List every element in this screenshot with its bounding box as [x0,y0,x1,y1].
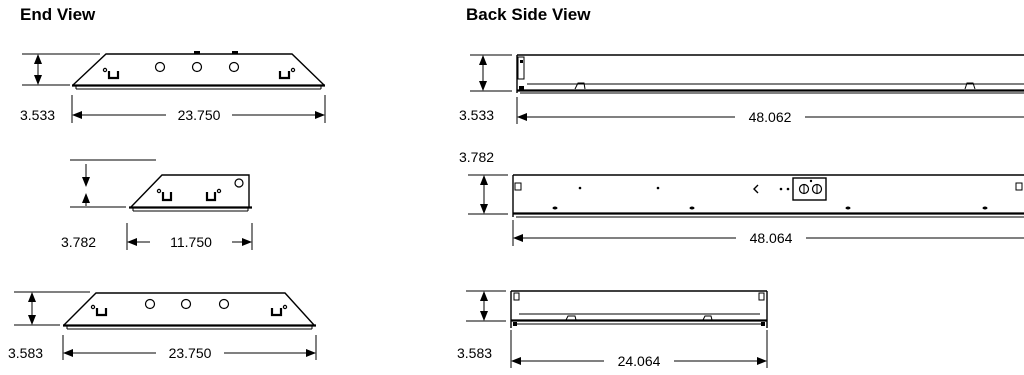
end-bot-width-label: 23.750 [169,345,212,361]
end-bot-height-label: 3.583 [8,345,43,361]
back-top-width-label: 48.062 [749,109,792,125]
back-top-height-dimension [470,54,512,92]
end-top-width-dimension [71,95,326,123]
back-side-view-heading: Back Side View [466,5,591,24]
end-mid-width-dimension [126,223,253,250]
end-view-top-fixture [72,51,325,90]
back-mid-height-dimension [468,174,508,215]
back-mid-width-label: 48.064 [750,230,793,246]
back-top-height-label: 3.533 [459,107,494,123]
back-mid-width-dimension [512,220,1024,246]
back-top-width-dimension [516,97,1024,124]
end-mid-height-dimension [70,159,156,208]
end-top-height-dimension [22,53,100,86]
back-view-top-fixture [516,54,1024,94]
end-top-width-label: 23.750 [178,107,221,123]
end-view-mid-fixture [129,174,252,212]
back-bot-height-dimension [466,290,506,322]
end-view-bot-fixture [63,292,316,330]
end-mid-width-label: 11.750 [170,234,212,250]
back-mid-height-label: 3.782 [459,149,494,165]
end-bot-height-dimension [14,291,90,326]
end-top-height-label: 3.533 [20,107,55,123]
back-bot-width-label: 24.064 [618,353,661,369]
back-view-mid-fixture [512,174,1024,218]
end-bot-width-dimension [62,335,317,360]
end-view-heading: End View [20,5,96,24]
back-view-bot-fixture [510,290,768,328]
back-bot-width-dimension [510,330,768,368]
end-mid-height-label: 3.782 [61,234,96,250]
back-bot-height-label: 3.583 [457,345,492,361]
